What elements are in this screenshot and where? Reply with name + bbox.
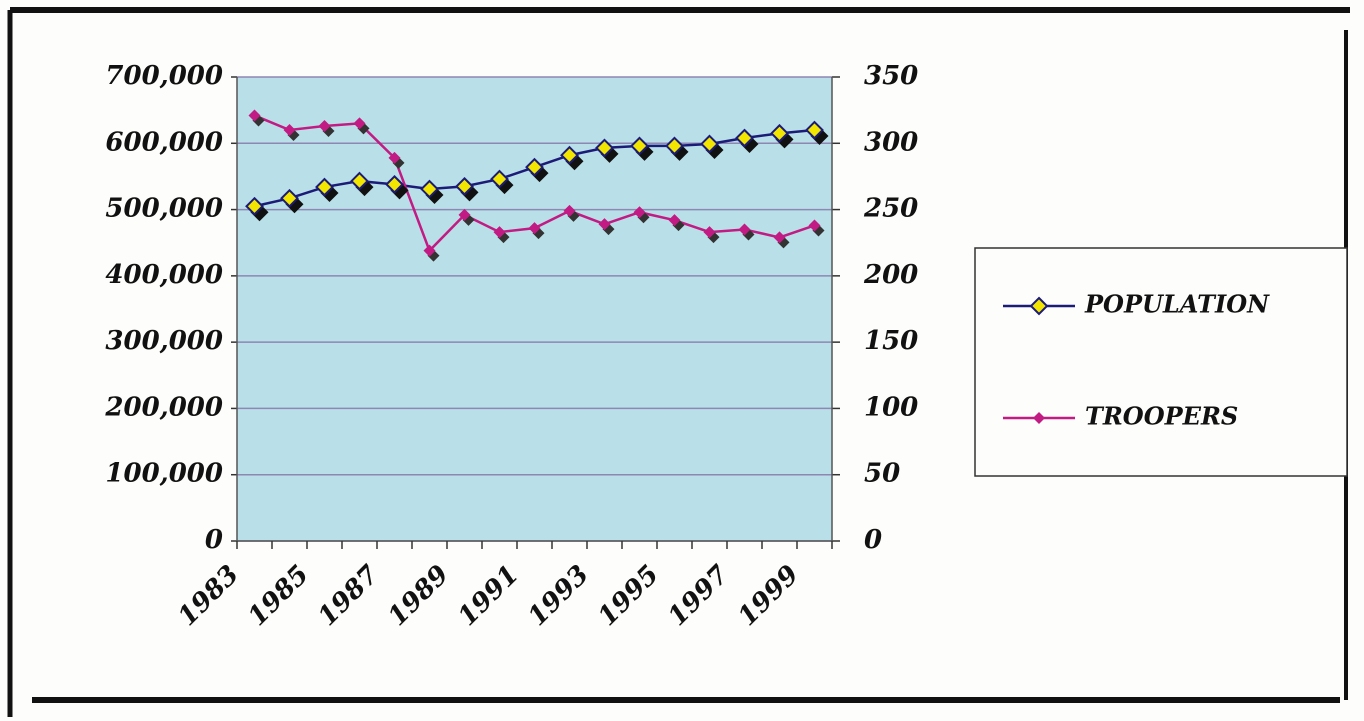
marker [420, 179, 439, 199]
marker [808, 219, 821, 232]
plot-area [237, 77, 832, 541]
x-tick-label: 1993 [523, 560, 595, 632]
marker [668, 214, 681, 227]
y-tick-label: 300,000 [105, 326, 223, 356]
legend-marker [1033, 412, 1045, 424]
marker [770, 123, 789, 143]
marker [248, 109, 261, 122]
marker [773, 231, 786, 244]
marker [423, 244, 436, 257]
legend-label: POPULATION [1084, 290, 1270, 319]
marker [455, 176, 474, 196]
marker [528, 222, 541, 235]
marker [283, 124, 296, 137]
y-tick-label: 600,000 [105, 127, 223, 157]
marker [630, 136, 649, 156]
x-tick-label: 1997 [663, 560, 735, 632]
marker [315, 177, 334, 197]
marker [385, 174, 404, 194]
y2-tick-label: 250 [863, 194, 918, 224]
marker [493, 226, 506, 239]
marker [633, 206, 646, 219]
marker [560, 145, 579, 165]
y2-tick-label: 200 [863, 260, 918, 290]
marker [665, 136, 684, 156]
y2-tick-label: 50 [864, 459, 900, 489]
y-tick-label: 100,000 [105, 459, 223, 489]
marker [735, 128, 754, 148]
marker [598, 218, 611, 231]
marker [458, 208, 471, 221]
y-tick-label: 0 [205, 525, 223, 555]
marker [738, 223, 751, 236]
marker [703, 226, 716, 239]
marker [245, 196, 264, 216]
marker-shadow [810, 127, 829, 146]
y2-tick-label: 0 [864, 525, 882, 555]
marker [805, 120, 824, 140]
x-tick-label: 1991 [453, 560, 525, 632]
x-tick-label: 1983 [173, 560, 245, 632]
marker [353, 117, 366, 130]
x-tick-label: 1995 [593, 560, 665, 632]
marker [700, 134, 719, 154]
legend-box [974, 247, 1348, 477]
x-tick-label: 1989 [383, 560, 455, 632]
y-tick-label: 200,000 [104, 392, 223, 422]
x-tick-label: 1999 [733, 560, 805, 632]
y2-tick-label: 150 [864, 326, 918, 356]
marker [388, 151, 401, 164]
marker [490, 169, 509, 189]
y2-tick-label: 300 [864, 127, 918, 157]
marker-shadow [322, 125, 335, 138]
x-tick-label: 1987 [313, 560, 385, 632]
legend-marker [1029, 296, 1049, 316]
marker [318, 120, 331, 133]
marker [595, 138, 614, 158]
y2-tick-label: 100 [864, 392, 918, 422]
marker [350, 171, 369, 191]
marker [525, 157, 544, 177]
marker [280, 188, 299, 208]
legend-label: TROOPERS [1085, 402, 1238, 431]
y-tick-label: 700,000 [105, 61, 223, 91]
y-tick-label: 400,000 [105, 260, 223, 290]
y-tick-label: 500,000 [105, 194, 223, 224]
y2-tick-label: 350 [864, 61, 918, 91]
marker [563, 204, 576, 217]
x-tick-label: 1985 [243, 560, 315, 632]
